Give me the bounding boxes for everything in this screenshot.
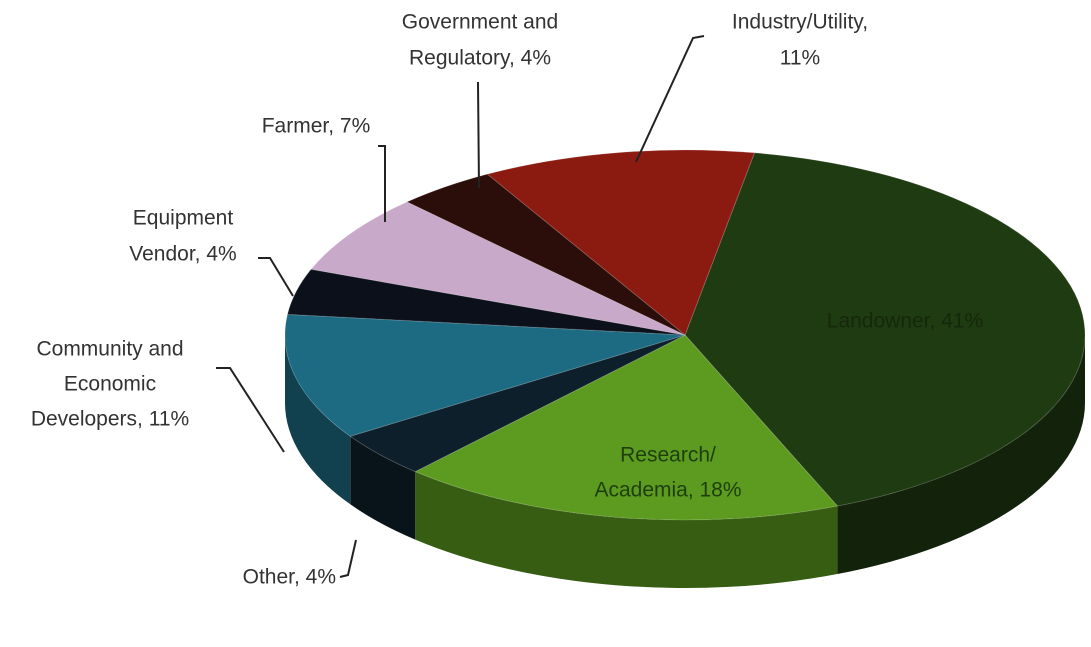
data-label: Other, 4% [243, 566, 336, 589]
data-label: Government and [402, 11, 558, 34]
leader-line [339, 539, 357, 578]
leader-line [378, 145, 386, 222]
leader-lines [216, 35, 705, 578]
data-label: Economic [64, 373, 156, 396]
data-label: Developers, 11% [31, 408, 189, 431]
slice-side [837, 335, 1085, 575]
data-label: Farmer, 7% [262, 115, 371, 138]
slice [486, 149, 756, 336]
slice-side [415, 471, 838, 588]
pie-tops [284, 149, 1086, 521]
slice [684, 152, 1086, 507]
leader-line [635, 35, 705, 163]
data-label: Regulatory, 4% [409, 47, 551, 70]
pie-sides [285, 335, 1085, 588]
slice [286, 268, 686, 336]
data-label: Industry/Utility, [732, 11, 868, 34]
slice-side [285, 335, 351, 505]
data-labels: Landowner, 41% Research/Academia, 18% Othe… [31, 11, 983, 589]
leader-line [216, 367, 285, 453]
slice [405, 173, 686, 336]
data-label: Equipment [133, 207, 234, 230]
leader-line [258, 257, 294, 297]
data-label: 11% [780, 47, 820, 70]
slice [310, 201, 686, 336]
data-label: Landowner, 41% [827, 310, 983, 333]
data-label: Research/ [620, 444, 716, 467]
slice [284, 313, 686, 437]
slice [414, 334, 839, 521]
slice [349, 334, 686, 473]
slice-side [350, 436, 416, 540]
data-label: Community and [36, 338, 183, 361]
data-label: Vendor, 4% [129, 243, 236, 266]
leader-line [477, 81, 480, 189]
data-label: Academia, 18% [594, 479, 741, 502]
